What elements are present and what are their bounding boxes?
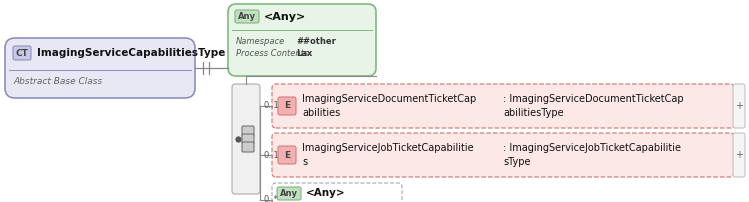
Text: Any: Any: [280, 189, 298, 198]
Text: sType: sType: [503, 157, 530, 167]
FancyBboxPatch shape: [277, 187, 301, 200]
Text: E: E: [284, 101, 290, 110]
Text: Any: Any: [238, 12, 256, 21]
FancyBboxPatch shape: [272, 84, 734, 128]
Text: CT: CT: [16, 48, 28, 58]
FancyBboxPatch shape: [5, 38, 195, 98]
FancyBboxPatch shape: [242, 134, 254, 144]
Text: ##other: ##other: [296, 38, 336, 46]
Text: <Any>: <Any>: [306, 188, 345, 199]
Text: : ImagingServiceJobTicketCapabilitie: : ImagingServiceJobTicketCapabilitie: [503, 143, 681, 153]
FancyBboxPatch shape: [278, 146, 296, 164]
FancyBboxPatch shape: [228, 4, 376, 76]
Text: Namespace: Namespace: [236, 38, 285, 46]
Text: Lax: Lax: [296, 49, 312, 59]
FancyBboxPatch shape: [235, 10, 259, 23]
Text: s: s: [302, 157, 307, 167]
Text: +: +: [735, 101, 743, 111]
Text: 0..*: 0..*: [264, 196, 279, 202]
FancyBboxPatch shape: [272, 183, 402, 202]
FancyBboxPatch shape: [278, 97, 296, 115]
FancyBboxPatch shape: [733, 133, 745, 177]
Text: <Any>: <Any>: [264, 12, 306, 21]
Text: 0..1: 0..1: [264, 101, 279, 110]
FancyBboxPatch shape: [733, 84, 745, 128]
Text: Process Contents: Process Contents: [236, 49, 309, 59]
Text: +: +: [735, 150, 743, 160]
Text: ImagingServiceDocumentTicketCap: ImagingServiceDocumentTicketCap: [302, 94, 476, 104]
Text: E: E: [284, 150, 290, 160]
Text: abilities: abilities: [302, 108, 340, 118]
Text: 0..1: 0..1: [264, 150, 279, 160]
FancyBboxPatch shape: [13, 46, 31, 60]
Text: ImagingServiceJobTicketCapabilitie: ImagingServiceJobTicketCapabilitie: [302, 143, 473, 153]
FancyBboxPatch shape: [242, 126, 254, 136]
Text: ImagingServiceCapabilitiesType: ImagingServiceCapabilitiesType: [37, 48, 225, 58]
Text: : ImagingServiceDocumentTicketCap: : ImagingServiceDocumentTicketCap: [503, 94, 684, 104]
FancyBboxPatch shape: [242, 142, 254, 152]
Text: abilitiesType: abilitiesType: [503, 108, 564, 118]
FancyBboxPatch shape: [232, 84, 260, 194]
Text: Abstract Base Class: Abstract Base Class: [13, 78, 103, 86]
FancyBboxPatch shape: [272, 133, 734, 177]
